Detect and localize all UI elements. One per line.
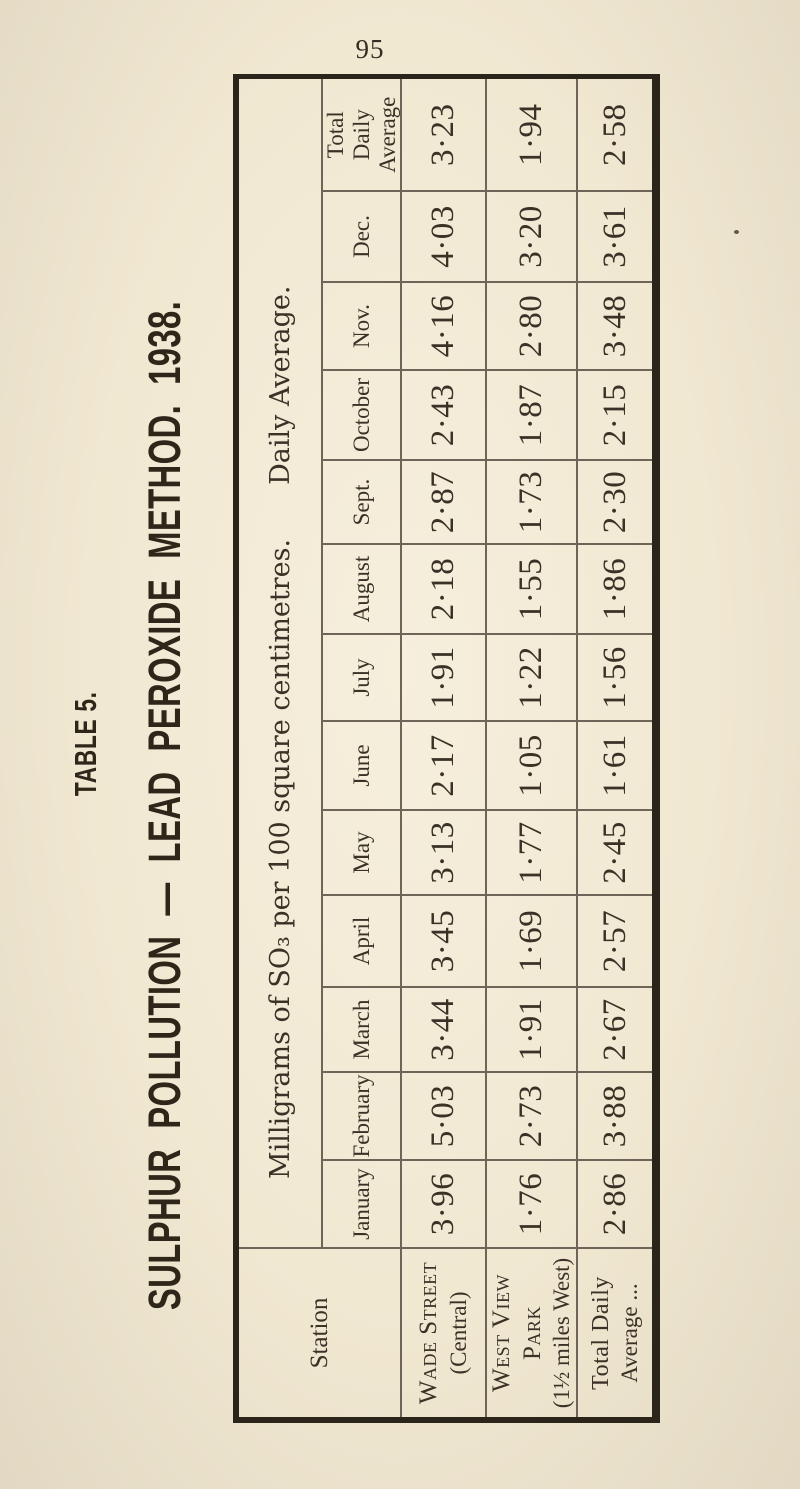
month-header-november: Nov. — [322, 282, 402, 370]
station-name-text: Wade Street — [415, 1261, 443, 1405]
value-cell: 2·18 — [401, 544, 487, 634]
value-cell: 1·91 — [401, 634, 487, 721]
value-cell: 3·13 — [401, 810, 487, 895]
station-detail-text: (1½ miles West) — [549, 1257, 575, 1409]
caption-line: Milligrams of SO₃ per 100 square centime… — [239, 79, 321, 1247]
value-cell: 2·30 — [577, 460, 657, 544]
month-header-row: January February March April May June Ju… — [322, 76, 402, 1420]
value-cell: 3·48 — [577, 282, 657, 370]
station-detail-text: Average ... — [616, 1283, 642, 1383]
table-number-text: TABLE 5. — [68, 691, 103, 797]
value-cell: 1·86 — [577, 544, 657, 634]
value-cell: 1·56 — [577, 634, 657, 721]
value-cell: 3·20 — [486, 191, 578, 282]
month-header-may: May — [322, 810, 402, 895]
value-cell: 1·91 — [486, 987, 578, 1072]
total-value-cell: 1·94 — [486, 76, 578, 191]
value-cell: 2·87 — [401, 460, 487, 544]
month-header-december: Dec. — [322, 191, 402, 282]
value-cell: 2·43 — [401, 370, 487, 460]
table-title-text: SULPHUR POLLUTION — LEAD PEROXIDE METHOD… — [139, 300, 190, 1311]
month-header-august: August — [322, 544, 402, 634]
value-cell: 1·05 — [486, 721, 578, 810]
station-detail-text: (Central) — [445, 1291, 471, 1375]
table-row-total-daily-average: Total Daily Average ... 2·86 3·88 2·67 2… — [577, 76, 657, 1420]
month-header-june: June — [322, 721, 402, 810]
month-header-april: April — [322, 895, 402, 987]
station-name-cell: Wade Street (Central) — [401, 1248, 487, 1420]
caption-average-text: Daily Average. — [264, 285, 296, 485]
month-header-september: Sept. — [322, 460, 402, 544]
value-cell: 2·80 — [486, 282, 578, 370]
value-cell: 2·67 — [577, 987, 657, 1072]
total-header-line: Daily — [348, 109, 374, 161]
value-cell: 3·96 — [401, 1160, 487, 1248]
scan-speck — [734, 230, 739, 234]
value-cell: 2·45 — [577, 810, 657, 895]
value-cell: 2·17 — [401, 721, 487, 810]
month-header-january: January — [322, 1160, 402, 1248]
value-cell: 2·57 — [577, 895, 657, 987]
station-header-cell: Station — [236, 1248, 402, 1420]
value-cell: 3·61 — [577, 191, 657, 282]
table-number-heading: TABLE 5. — [64, 691, 108, 812]
table-row-wade-street: Wade Street (Central) 3·96 5·03 3·44 3·4… — [401, 76, 487, 1420]
caption-row: Station Milligrams of SO₃ per 100 square… — [236, 76, 402, 1420]
value-cell: 5·03 — [401, 1072, 487, 1160]
value-cell: 2·15 — [577, 370, 657, 460]
value-cell: 4·03 — [401, 191, 487, 282]
value-cell: 1·69 — [486, 895, 578, 987]
station-name-text: Total Daily — [587, 1276, 614, 1390]
station-name-text: West View Park — [488, 1274, 546, 1392]
rotated-data-table-container: Station Milligrams of SO₃ per 100 square… — [233, 74, 661, 1423]
caption-units-text: Milligrams of SO₃ per 100 square centime… — [264, 538, 296, 1179]
station-name-cell: West View Park (1½ miles West) — [486, 1248, 578, 1420]
month-header-march: March — [322, 987, 402, 1072]
pollution-data-table: Station Milligrams of SO₃ per 100 square… — [233, 74, 661, 1423]
value-cell: 4·16 — [401, 282, 487, 370]
caption-cell: Milligrams of SO₃ per 100 square centime… — [236, 76, 322, 1248]
table-title-heading: SULPHUR POLLUTION — LEAD PEROXIDE METHOD… — [139, 300, 190, 1454]
total-value-cell: 3·23 — [401, 76, 487, 191]
total-header-line: Total — [323, 111, 348, 159]
value-cell: 1·73 — [486, 460, 578, 544]
value-cell: 1·22 — [486, 634, 578, 721]
value-cell: 2·73 — [486, 1072, 578, 1160]
total-value-cell: 2·58 — [577, 76, 657, 191]
month-header-october: October — [322, 370, 402, 460]
value-cell: 3·45 — [401, 895, 487, 987]
month-header-july: July — [322, 634, 402, 721]
value-cell: 3·44 — [401, 987, 487, 1072]
month-header-february: February — [322, 1072, 402, 1160]
value-cell: 1·76 — [486, 1160, 578, 1248]
value-cell: 2·86 — [577, 1160, 657, 1248]
value-cell: 1·87 — [486, 370, 578, 460]
table-row-west-view-park: West View Park (1½ miles West) 1·76 2·73… — [486, 76, 578, 1420]
total-header-line: Average — [374, 96, 400, 173]
value-cell: 1·77 — [486, 810, 578, 895]
station-name-cell: Total Daily Average ... — [577, 1248, 657, 1420]
value-cell: 3·88 — [577, 1072, 657, 1160]
page-number: 95 — [355, 34, 385, 64]
value-cell: 1·55 — [486, 544, 578, 634]
total-daily-average-header-cell: Total Daily Average — [322, 76, 402, 191]
value-cell: 1·61 — [577, 721, 657, 810]
